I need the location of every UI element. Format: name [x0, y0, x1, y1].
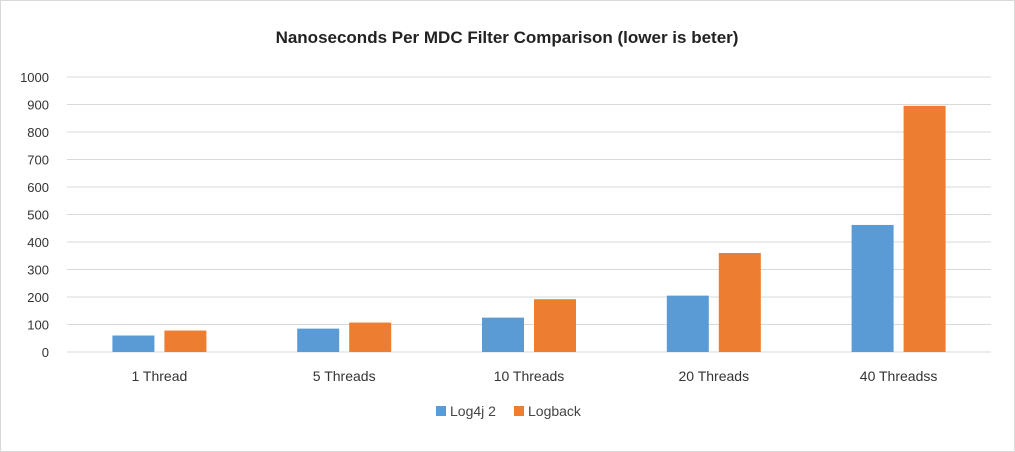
- y-tick-label: 100: [27, 318, 49, 333]
- bar-logback: [534, 299, 576, 352]
- x-category-label: 20 Threads: [679, 368, 750, 384]
- y-tick-label: 200: [27, 290, 49, 305]
- legend-swatch: [436, 406, 446, 416]
- legend: Log4j 2 Logback: [436, 403, 582, 419]
- x-category-label: 10 Threads: [494, 368, 565, 384]
- y-tick-label: 300: [27, 263, 49, 278]
- y-axis-ticks: 0 100 200 300 400 500 600 700 800 900 1000: [20, 70, 49, 360]
- x-category-label: 1 Thread: [132, 368, 188, 384]
- legend-label: Log4j 2: [450, 403, 496, 419]
- y-tick-label: 800: [27, 125, 49, 140]
- y-tick-label: 900: [27, 98, 49, 113]
- bar-logback: [718, 253, 761, 352]
- bar-log4j-2: [112, 335, 155, 352]
- legend-label: Logback: [528, 403, 582, 419]
- x-category-label: 5 Threads: [313, 368, 376, 384]
- y-tick-label: 1000: [20, 70, 49, 85]
- chart-title: Nanoseconds Per MDC Filter Comparison (l…: [276, 28, 739, 47]
- legend-swatch: [514, 406, 524, 416]
- bar-log4j-2: [297, 328, 340, 352]
- y-tick-label: 600: [27, 180, 49, 195]
- gridlines: [67, 76, 991, 353]
- bar-logback: [903, 105, 946, 352]
- bar-log4j-2: [666, 295, 709, 352]
- y-tick-label: 700: [27, 153, 49, 168]
- x-category-label: 40 Threadss: [860, 368, 938, 384]
- bar-logback: [349, 322, 392, 352]
- bar-logback: [164, 330, 207, 352]
- y-tick-label: 0: [42, 345, 49, 360]
- y-tick-label: 500: [27, 208, 49, 223]
- bars: [112, 105, 946, 352]
- bar-log4j-2: [851, 224, 894, 352]
- x-axis-categories: 1 Thread 5 Threads 10 Threads 20 Threads 40 …: [132, 368, 938, 384]
- y-tick-label: 400: [27, 235, 49, 250]
- bar-log4j-2: [482, 317, 524, 352]
